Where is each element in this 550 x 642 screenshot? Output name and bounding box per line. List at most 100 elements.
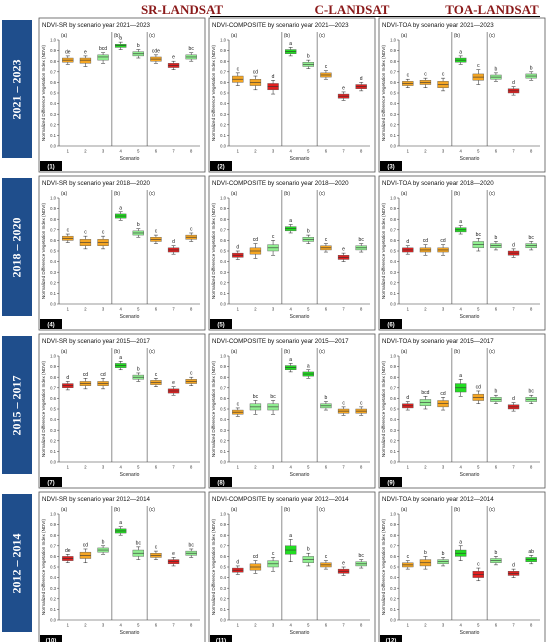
x-tick-label: 4 [460,307,463,312]
x-tick-label: 2 [84,623,87,628]
group-label: (a) [231,507,237,513]
x-tick-label: 7 [172,623,175,628]
group-label: (a) [401,33,407,39]
significance-letter: c [325,237,328,243]
x-tick-label: 5 [477,465,480,470]
y-tick-label: 0.2 [50,122,56,127]
y-tick-label: 0.1 [390,607,396,612]
y-tick-label: 0.1 [50,449,56,454]
x-tick-label: 1 [407,307,410,312]
x-tick-label: 7 [342,465,345,470]
significance-letter: bc [529,235,535,241]
x-tick-label: 1 [407,623,410,628]
significance-letter: cde [152,48,160,54]
x-tick-label: 8 [530,149,533,154]
significance-letter: d [172,239,175,245]
y-tick-label: 0.4 [220,417,226,422]
panel-title: NDVI-TOA by scenario year 2015—2017 [382,338,494,345]
x-tick-label: 2 [424,623,427,628]
significance-letter: c [155,545,158,551]
y-tick-label: 0.3 [390,270,396,275]
y-tick-label: 0.8 [220,217,226,222]
group-label: (c) [489,507,495,513]
significance-letter: bc [270,394,276,400]
x-tick-label: 5 [307,307,310,312]
x-tick-label: 2 [254,465,257,470]
group-label: (a) [61,33,67,39]
x-tick-label: 3 [102,307,105,312]
significance-letter: c [190,371,193,377]
y-tick-label: 0.7 [390,69,396,74]
significance-letter: b [424,550,427,556]
y-tick-label: 0.4 [50,259,56,264]
significance-letter: c [360,400,363,406]
x-tick-label: 6 [325,149,328,154]
y-tick-label: 0.1 [390,133,396,138]
y-tick-label: 0.1 [220,133,226,138]
significance-letter: c [102,230,105,236]
y-tick-label: 0.5 [390,407,396,412]
group-label: (b) [284,507,290,513]
x-tick-label: 1 [237,149,240,154]
x-tick-label: 7 [512,465,515,470]
boxplot-panel: NDVI-SR by scenario year 2018—2020 0.0 0.1… [38,175,206,331]
group-label: (a) [61,507,67,513]
significance-letter: bc [189,542,195,548]
y-tick-label: 0.2 [390,596,396,601]
x-axis-label: Scenario [290,630,310,636]
y-tick-label: 0.3 [220,112,226,117]
y-tick-label: 0.2 [50,438,56,443]
panel-number-tab [40,477,62,487]
y-tick-label: 0.8 [50,375,56,380]
significance-letter: c [272,234,275,240]
significance-letter: d [236,245,239,251]
y-tick-label: 1.0 [50,512,56,517]
panel-number: (8) [217,481,224,487]
boxplot-panel: NDVI-SR by scenario year 2012—2014 0.0 0.1… [38,491,206,642]
y-tick-label: 0.9 [390,364,396,369]
y-tick-label: 0.8 [390,533,396,538]
panel-frame [38,175,206,331]
y-tick-label: 1.0 [220,196,226,201]
boxplot-panel: NDVI-SR by scenario year 2021—2023 0.0 0.1… [38,17,206,173]
y-tick-label: 0.7 [50,227,56,232]
y-tick-label: 0.9 [390,522,396,527]
y-tick-label: 1.0 [390,512,396,517]
significance-letter: b [495,235,498,241]
boxplot-panel: NDVI-TOA by scenario year 2015—2017 0.0 0.… [378,333,546,489]
significance-letter: bc [529,389,535,395]
significance-letter: cd [83,542,89,548]
panel-number-tab [380,161,402,171]
significance-letter: e [342,85,345,91]
boxplot-panel: NDVI-TOA by scenario year 2012—2014 0.0 0.… [378,491,546,642]
x-tick-label: 6 [325,465,328,470]
significance-letter: d [66,375,69,381]
significance-letter: d [236,559,239,565]
significance-letter: b [495,550,498,556]
y-tick-label: 0.6 [390,80,396,85]
group-label: (c) [319,191,325,197]
significance-letter: d [512,396,515,402]
x-tick-label: 6 [155,623,158,628]
panel-frame [378,17,546,173]
panel-frame [378,175,546,331]
significance-letter: bc [189,46,195,52]
y-tick-label: 0.2 [220,122,226,127]
x-axis-label: Scenario [460,630,480,636]
y-tick-label: 0.0 [220,460,226,465]
y-tick-label: 1.0 [50,38,56,43]
x-tick-label: 1 [67,465,70,470]
significance-letter: b [495,66,498,72]
significance-letter: a [459,539,462,545]
x-tick-label: 6 [325,623,328,628]
significance-letter: ab [528,549,534,555]
y-tick-label: 0.0 [390,144,396,149]
x-tick-label: 3 [272,465,275,470]
panel-title: NDVI-COMPOSITE by scenario year 2012—201… [212,496,349,503]
x-axis-label: Scenario [120,630,140,636]
box [79,57,92,64]
y-tick-label: 0.3 [50,112,56,117]
y-tick-label: 0.7 [390,227,396,232]
y-tick-label: 0.9 [50,206,56,211]
group-label: (c) [149,507,155,513]
